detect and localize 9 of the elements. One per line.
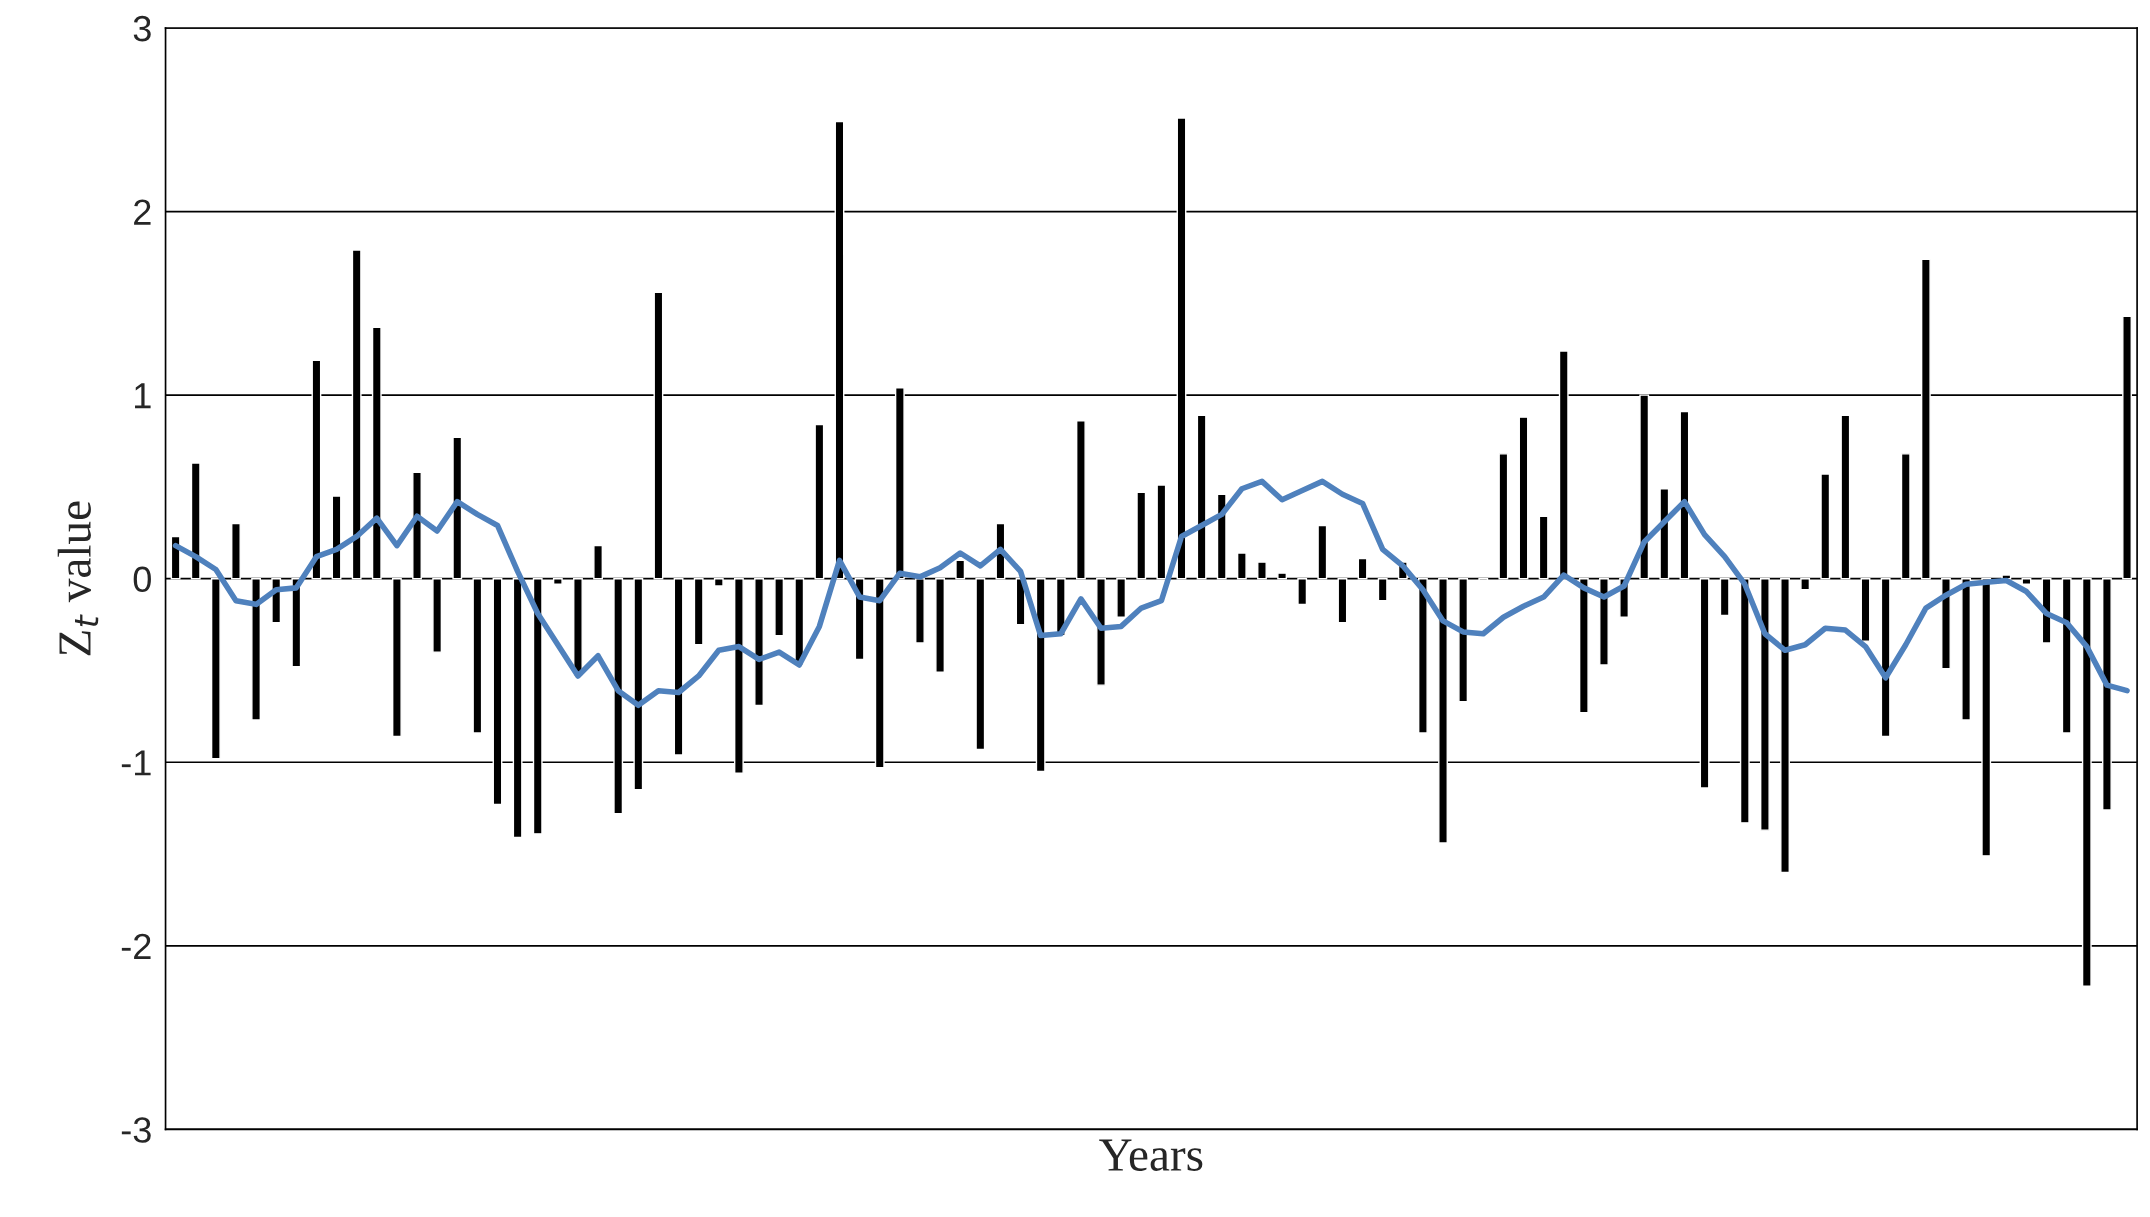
y-tick-label: -2 — [121, 933, 151, 959]
x-axis-title: Years — [1099, 1139, 1203, 1171]
y-tick-label: -1 — [121, 750, 151, 776]
y-axis-title: Z$_{t}$ value — [57, 501, 99, 656]
y-tick-label: -3 — [121, 1117, 151, 1143]
y-tick-label: 0 — [133, 566, 151, 593]
y-tick-label: 1 — [135, 383, 151, 409]
y-tick-label: 2 — [134, 199, 151, 225]
y-tick-label: 3 — [133, 15, 151, 42]
